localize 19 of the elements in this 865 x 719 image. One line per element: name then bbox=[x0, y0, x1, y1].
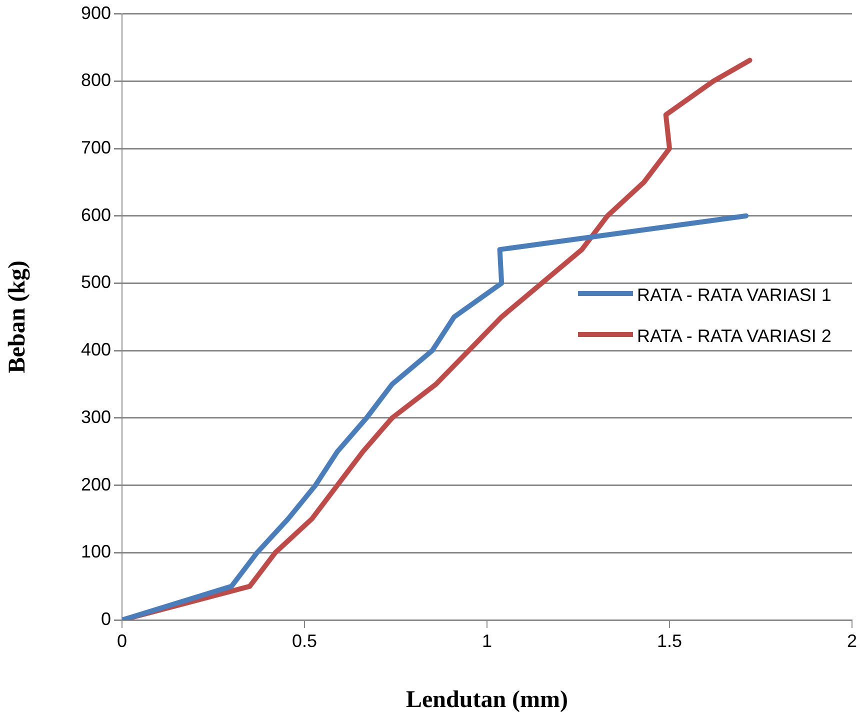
y-tick-label: 100 bbox=[80, 542, 111, 562]
x-axis-title: Lendutan (mm) bbox=[406, 686, 568, 713]
y-tick-label: 800 bbox=[80, 70, 111, 90]
x-tick-label: 0.5 bbox=[292, 630, 318, 651]
y-tick-label: 0 bbox=[100, 608, 111, 629]
legend-label: RATA - RATA VARIASI 2 bbox=[637, 325, 832, 348]
x-tick-label: 1 bbox=[482, 630, 492, 651]
y-tick-label: 300 bbox=[80, 406, 111, 427]
y-tick-label: 400 bbox=[80, 340, 111, 360]
x-tick-label: 1.5 bbox=[656, 630, 682, 651]
y-tick-label: 200 bbox=[80, 474, 111, 494]
y-axis-title: Beban (kg) bbox=[4, 260, 31, 374]
y-tick-label: 500 bbox=[80, 272, 111, 292]
y-tick-label: 700 bbox=[80, 137, 111, 158]
legend-label: RATA - RATA VARIASI 1 bbox=[637, 284, 832, 307]
x-tick-label: 2 bbox=[846, 630, 858, 651]
x-tick-label: 0 bbox=[116, 630, 128, 651]
y-tick-label: 900 bbox=[80, 2, 111, 23]
y-tick-label: 600 bbox=[80, 204, 111, 225]
